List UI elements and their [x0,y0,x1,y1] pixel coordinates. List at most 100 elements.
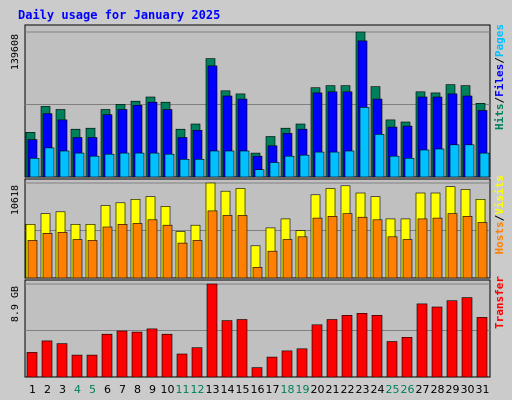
bar-hosts-day-3 [57,232,68,279]
bar-transfer-day-13 [206,283,218,378]
day-label-12: 12 [191,383,205,396]
bar-hosts-day-9 [147,219,158,279]
bar-transfer-day-22 [341,314,353,378]
bar-transfer-day-15 [236,319,248,378]
bar-pages-day-10 [164,153,175,178]
bar-pages-day-22 [344,150,355,178]
bar-pages-day-27 [419,149,430,178]
side-legend: Hosts/Visits [493,175,506,255]
bar-transfer-day-26 [401,336,413,378]
bar-hosts-day-17 [267,250,278,279]
bar-transfer-day-29 [446,300,458,378]
day-label-2: 2 [44,383,51,396]
day-label-13: 13 [206,383,220,396]
bar-pages-day-30 [464,144,475,178]
bar-transfer-day-6 [101,333,113,378]
bar-hosts-day-2 [42,233,53,279]
side-legend-part: / [493,97,506,104]
bar-hosts-day-20 [312,217,323,279]
panel-1: 139608 Hits/Files/Pages [10,24,506,178]
bar-pages-day-25 [389,155,400,178]
bar-hosts-day-24 [372,219,383,279]
bar-transfer-day-19 [296,348,308,378]
day-label-6: 6 [104,383,111,396]
bar-pages-day-31 [479,152,490,178]
day-label-17: 17 [266,383,280,396]
bar-pages-day-12 [194,159,205,178]
side-legend-part: Pages [493,24,506,57]
day-label-18: 18 [281,383,295,396]
series-transfer [26,283,488,378]
bar-pages-day-21 [329,151,340,178]
day-label-28: 28 [431,383,445,396]
day-label-15: 15 [236,383,250,396]
day-label-21: 21 [326,383,340,396]
bar-pages-day-11 [179,159,190,178]
day-label-3: 3 [59,383,66,396]
panel-2: 10618 Hosts/Visits [10,175,506,279]
side-legend: Hits/Files/Pages [493,24,506,130]
day-label-7: 7 [119,383,126,396]
bar-transfer-day-12 [191,347,203,378]
bar-transfer-day-28 [431,306,443,378]
bar-pages-day-8 [134,152,145,178]
bar-hosts-day-12 [192,240,203,279]
axis-max-label: 139608 [10,34,21,70]
side-legend-part: Hosts [493,221,506,254]
bar-hosts-day-6 [102,226,113,279]
bar-pages-day-18 [284,155,295,178]
bar-hosts-day-29 [447,213,458,279]
bar-hosts-day-15 [237,215,248,279]
bar-transfer-day-20 [311,324,323,378]
bar-transfer-day-4 [71,354,83,378]
side-legend-part: / [493,214,506,221]
day-label-22: 22 [341,383,355,396]
panel-3: 8.9 GB Transfer [10,276,506,378]
day-label-31: 31 [476,383,490,396]
bar-hosts-day-22 [342,213,353,279]
bar-hosts-day-26 [402,239,413,279]
bar-hosts-day-10 [162,224,173,279]
series-hosts [27,210,488,279]
bar-pages-day-16 [254,169,265,178]
bar-hosts-day-1 [27,240,38,279]
bar-pages-day-9 [149,152,160,178]
bar-pages-day-26 [404,158,415,178]
bar-pages-day-13 [209,150,220,178]
bar-transfer-day-7 [116,330,128,378]
bar-pages-day-14 [224,150,235,178]
bar-transfer-day-14 [221,320,233,378]
bar-hosts-day-31 [477,222,488,279]
day-label-1: 1 [29,383,36,396]
day-label-5: 5 [89,383,96,396]
axis-max-label: 8.9 GB [10,286,21,322]
bar-hosts-day-13 [207,210,218,279]
day-label-20: 20 [311,383,325,396]
bar-pages-day-20 [314,151,325,178]
bar-transfer-day-5 [86,354,98,378]
side-legend-part: Files [493,64,506,97]
bar-transfer-day-21 [326,319,338,378]
bar-pages-day-15 [239,150,250,178]
day-label-27: 27 [416,383,430,396]
bar-transfer-day-25 [386,341,398,378]
bar-transfer-day-8 [131,331,143,378]
day-label-29: 29 [446,383,460,396]
bar-transfer-day-10 [161,333,173,378]
side-legend: Transfer [493,276,506,329]
bar-pages-day-2 [44,147,55,178]
axis-max-label: 10618 [10,185,21,215]
day-label-11: 11 [176,383,190,396]
bar-transfer-day-27 [416,303,428,378]
day-labels: 1 2 3 4 5 6 7 8 9 10 11 12 13 14 15 16 17 18 19 20 21 22 23 24 2… [29,383,490,396]
day-label-23: 23 [356,383,370,396]
day-label-9: 9 [149,383,156,396]
bar-pages-day-3 [59,150,70,178]
bar-transfer-day-18 [281,350,293,378]
bar-pages-day-5 [89,155,100,178]
bar-hosts-day-18 [282,239,293,279]
bar-transfer-day-2 [41,340,53,378]
chart-panels: 139608 Hits/Files/Pages 10618 Hosts/Visits 8… [10,24,506,378]
side-legend-part: / [493,57,506,64]
bar-pages-day-6 [104,153,115,178]
